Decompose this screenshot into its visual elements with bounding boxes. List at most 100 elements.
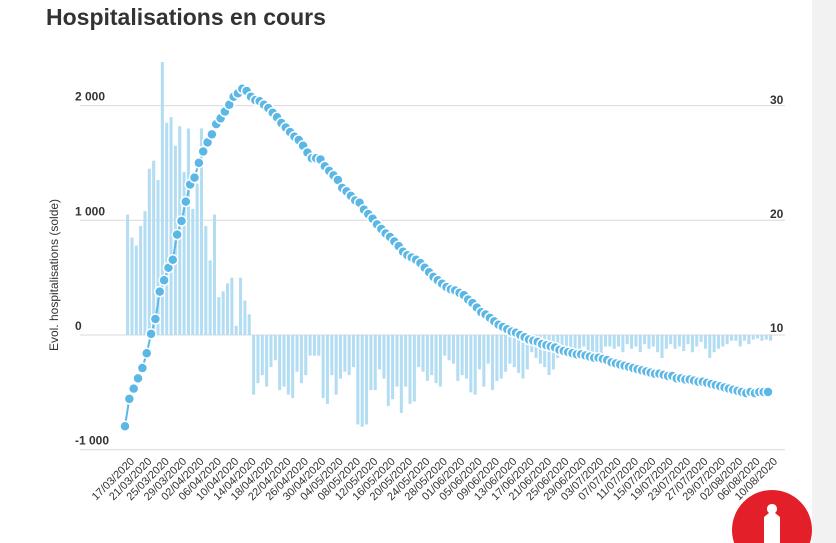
bar bbox=[165, 122, 169, 336]
bar bbox=[473, 335, 477, 395]
bar bbox=[491, 335, 495, 391]
bar bbox=[312, 335, 316, 356]
bar bbox=[186, 128, 190, 335]
bar bbox=[182, 172, 186, 335]
bar bbox=[152, 160, 156, 335]
bar bbox=[278, 335, 282, 391]
bar bbox=[256, 335, 260, 384]
bar bbox=[686, 335, 690, 345]
bar bbox=[352, 335, 356, 368]
bar bbox=[743, 335, 747, 341]
bar bbox=[160, 62, 164, 335]
left-tick-label: 1 000 bbox=[75, 204, 105, 218]
bar bbox=[217, 297, 221, 335]
bar bbox=[738, 335, 742, 347]
bar bbox=[547, 335, 551, 376]
line-point bbox=[123, 393, 136, 405]
line-point bbox=[762, 386, 774, 398]
bar bbox=[716, 335, 720, 349]
left-tick-label: -1 000 bbox=[75, 434, 109, 448]
y-axis-label: Evol. hospitalisations (solde) bbox=[47, 199, 61, 351]
line-point bbox=[167, 254, 179, 266]
bar bbox=[356, 335, 360, 425]
bar bbox=[126, 214, 130, 335]
bar bbox=[699, 335, 703, 342]
bar bbox=[508, 335, 512, 364]
bar bbox=[391, 335, 395, 400]
bar bbox=[308, 335, 312, 356]
bar bbox=[660, 335, 664, 358]
bar bbox=[512, 335, 516, 368]
left-tick-label: 2 000 bbox=[75, 90, 105, 104]
bar bbox=[252, 335, 256, 395]
bar bbox=[751, 335, 755, 340]
line-point bbox=[206, 128, 218, 141]
bar bbox=[195, 183, 199, 335]
bar bbox=[695, 335, 699, 347]
right-tick-label: 20 bbox=[770, 207, 784, 221]
bar bbox=[499, 335, 503, 379]
bar bbox=[747, 335, 751, 345]
bar bbox=[486, 335, 490, 364]
bar bbox=[147, 168, 151, 335]
bar bbox=[647, 335, 651, 349]
bar bbox=[447, 335, 451, 361]
bar bbox=[729, 335, 734, 341]
bar bbox=[682, 335, 686, 352]
bar bbox=[560, 335, 564, 353]
bar bbox=[295, 335, 299, 372]
bar bbox=[330, 335, 334, 376]
bar bbox=[573, 335, 577, 358]
bar bbox=[286, 335, 290, 395]
bar bbox=[386, 335, 390, 407]
line-point bbox=[180, 195, 192, 208]
bar bbox=[212, 214, 217, 335]
bar bbox=[586, 335, 590, 353]
bar bbox=[421, 335, 425, 372]
bar bbox=[703, 335, 707, 349]
x-axis-ticks: 17/03/202021/03/202025/03/202029/03/2020… bbox=[90, 456, 780, 503]
bar bbox=[360, 335, 364, 427]
bar bbox=[273, 335, 277, 361]
line-point bbox=[140, 347, 153, 359]
bar bbox=[265, 335, 269, 387]
line-point bbox=[127, 382, 140, 395]
bar bbox=[230, 277, 234, 335]
bar bbox=[365, 335, 369, 425]
bar bbox=[260, 335, 264, 376]
bar bbox=[169, 117, 173, 335]
bar bbox=[143, 211, 147, 335]
bar bbox=[477, 335, 482, 370]
right-tick-label: 30 bbox=[770, 93, 784, 107]
bar bbox=[399, 335, 403, 413]
bar bbox=[412, 335, 416, 402]
bar bbox=[464, 335, 469, 379]
bar bbox=[434, 335, 438, 384]
bar bbox=[721, 335, 725, 347]
bar bbox=[343, 335, 347, 372]
line-point bbox=[171, 228, 183, 241]
bar bbox=[443, 335, 447, 356]
bar bbox=[651, 335, 655, 347]
bar bbox=[282, 335, 286, 387]
bar bbox=[634, 335, 638, 347]
bar bbox=[621, 335, 625, 353]
bar bbox=[656, 335, 660, 353]
bar bbox=[673, 335, 677, 349]
bar bbox=[234, 325, 238, 335]
bar bbox=[130, 237, 134, 335]
bar bbox=[504, 335, 508, 372]
bar bbox=[638, 335, 642, 353]
bar bbox=[404, 335, 408, 387]
bar bbox=[630, 335, 634, 349]
bar bbox=[321, 335, 325, 399]
line-point bbox=[145, 328, 157, 340]
bar bbox=[603, 335, 608, 347]
line-point bbox=[132, 372, 144, 385]
bar bbox=[430, 335, 434, 376]
line-point bbox=[136, 362, 149, 374]
bar bbox=[595, 335, 599, 356]
bar bbox=[317, 335, 321, 356]
line-point bbox=[119, 420, 131, 432]
bar bbox=[521, 335, 525, 379]
